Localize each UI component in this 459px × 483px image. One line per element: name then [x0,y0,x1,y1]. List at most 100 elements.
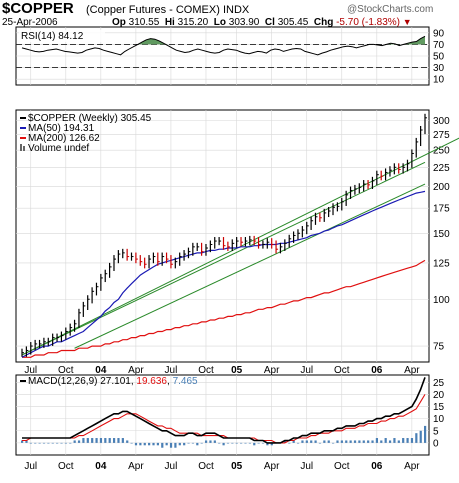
macd-histogram-bar [375,438,379,443]
macd-histogram-bar [362,440,365,443]
macd-histogram-bar [402,438,405,443]
change-label: Chg [313,17,334,28]
macd-histogram-bar [126,440,129,443]
price-x-tick-label: Oct [334,365,350,376]
macd-legend-part: , [131,376,137,387]
high-value: 315.20 [177,17,209,28]
macd-y-tick-label: 25 [433,378,445,389]
price-x-tick-label: Oct [58,365,74,376]
macd-histogram-bar [161,442,164,448]
exchange-label: INDX [222,4,250,16]
volume-legend-icon [20,144,22,151]
change-value: -5.70 (-1.83%) [336,17,401,28]
macd-histogram-bar [292,440,295,443]
macd-histogram-bar [244,442,247,444]
macd-histogram-bar [121,438,124,443]
macd-histogram-bar [371,440,374,443]
macd-histogram-bar [60,442,63,444]
price-x-tick-label: Jul [24,365,37,376]
macd-histogram-bar [332,442,335,444]
macd-histogram-bar [73,440,76,443]
quote-date: 25-Apr-2006 [2,17,58,28]
quote-line: Op 310.55 Hi 315.20 Lo 303.90 Cl 305.45 … [112,17,412,28]
macd-histogram-bar [56,442,59,444]
macd-histogram-bar [104,438,107,443]
macd-histogram-bar [191,442,195,444]
macd-histogram-bar [143,442,146,446]
macd-histogram-bar [200,442,203,444]
macd-histogram-bar [38,442,41,444]
macd-x-tick-label: Oct [58,461,74,472]
macd-histogram-bar [424,425,427,443]
macd-histogram-bar [397,440,400,443]
macd-histogram-bar [336,440,339,443]
macd-histogram-bar [51,442,54,444]
macd-y-tick-label: 15 [433,402,445,413]
macd-legend-part: MACD(12,26,9) [28,376,100,387]
macd-histogram-bar [218,442,221,444]
close-label: Cl [264,17,275,28]
macd-histogram-bar [353,440,357,443]
price-y-tick-label: 225 [433,163,450,174]
macd-x-tick-label: 06 [371,461,383,472]
chart-name: (Copper Futures - COMEX) INDX [86,4,249,16]
macd-histogram-bar [187,442,190,444]
macd-histogram-bar [310,440,313,443]
macd-histogram-bar [226,442,230,444]
low-label: Lo [213,17,226,28]
macd-histogram-bar [21,440,24,443]
macd-histogram-bar [47,442,50,444]
price-y-tick-label: 100 [433,295,450,306]
macd-histogram-bar [130,442,133,444]
macd-x-tick-label: 04 [95,461,107,472]
volume-legend-icon [23,146,25,151]
macd-histogram-bar [112,438,116,443]
macd-histogram-bar [384,438,387,443]
macd-histogram-bar [77,440,81,443]
macd-histogram-bar [82,438,85,443]
macd-x-tick-label: Jul [300,461,313,472]
macd-histogram-bar [183,442,186,446]
macd-x-tick-label: 05 [231,461,243,472]
macd-y-tick-label: 20 [433,390,445,401]
price-x-tick-label: Apr [264,365,280,376]
macd-histogram-bar [296,442,300,444]
macd-histogram-bar [261,442,265,444]
macd-histogram-bar [388,440,392,443]
rsi-line [21,35,426,56]
rsi-y-tick-label: 70 [433,40,445,51]
price-legend-entry: Volume undef [28,143,89,154]
macd-histogram-bar [156,442,159,446]
price-x-tick-label: Jul [165,365,178,376]
macd-x-tick-label: Oct [198,461,214,472]
price-y-tick-label: 200 [433,182,450,193]
macd-histogram-bar [283,440,287,443]
price-x-tick-label: Oct [198,365,214,376]
macd-histogram-bar [266,442,269,446]
macd-y-tick-label: 10 [433,414,445,425]
price-x-tick-label: 06 [371,365,383,376]
macd-histogram-bar [64,442,68,444]
price-legend-entry: MA(200) 126.62 [28,133,100,144]
macd-legend-part: 7.465 [173,376,198,387]
macd-histogram-bar [134,442,138,446]
macd-histogram-bar [108,438,111,443]
macd-histogram-bar [235,442,238,444]
price-x-tick-label: 05 [231,365,243,376]
macd-line [22,377,426,444]
macd-histogram-bar [209,440,212,443]
macd-histogram-bar [213,440,216,443]
rsi-y-tick-label: 10 [433,75,445,86]
macd-histogram-bar [139,442,142,446]
macd-x-tick-label: Apr [128,461,144,472]
price-y-tick-label: 250 [433,146,450,157]
macd-x-tick-label: Apr [264,461,280,472]
low-value: 303.90 [228,17,260,28]
price-x-tick-label: Jul [300,365,313,376]
macd-histogram-bar [419,430,422,443]
price-x-tick-label: 04 [95,365,107,376]
macd-histogram-bar [270,442,273,446]
macd-histogram-bar [95,438,98,443]
security-name: (Copper Futures - COMEX) [86,4,220,16]
high-label: Hi [164,17,175,28]
